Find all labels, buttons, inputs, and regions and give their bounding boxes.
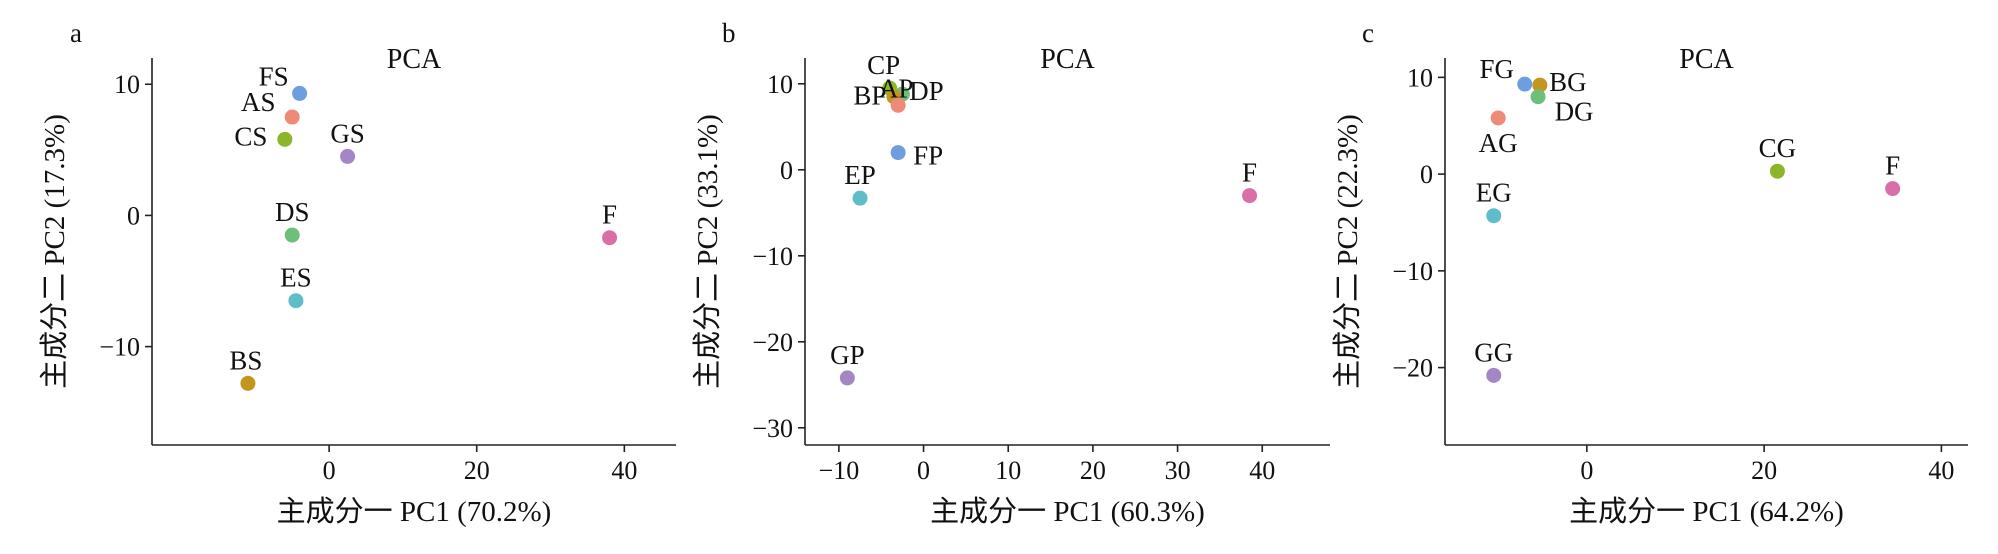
point-label-FS: FS [259,61,289,91]
data-point-EG [1486,208,1502,224]
point-label-F: F [1242,158,1257,188]
y-tick-label: 0 [1420,160,1433,189]
x-tick-label: 10 [995,456,1021,485]
x-tick-label: 20 [464,456,490,485]
x-tick-label: 0 [323,456,336,485]
chart-title: PCA [1040,44,1095,75]
point-label-ES: ES [280,263,312,293]
data-point-GS [340,148,356,164]
point-label-GG: GG [1474,337,1513,367]
point-label-CP: CP [867,50,900,80]
point-label-GS: GS [330,118,365,148]
y-tick-label: −20 [1392,354,1433,383]
x-tick-label: 40 [1928,456,1954,485]
point-label-CS: CS [234,121,267,151]
point-label-CG: CG [1759,133,1797,163]
y-tick-label: −10 [99,333,140,362]
x-tick-label: 40 [611,456,637,485]
pca-panel-c: c PCA 0 20 40 −20 −10 0 10 主成分一 PC1 (64.2%) 主成分二 P… [1331,18,1968,528]
point-label-GP: GP [830,340,865,370]
data-point-AG [1490,110,1506,126]
point-label-F: F [1885,151,1900,181]
data-point-F [1885,181,1901,197]
point-label-AG: AG [1479,128,1518,158]
y-axis-label: 主成分二 PC2 (17.3%) [38,114,71,389]
data-point-GG [1486,367,1502,383]
y-tick-label: 0 [780,156,793,185]
chart-title: PCA [387,44,442,75]
data-point-FG [1517,76,1533,92]
point-label-FP: FP [913,141,943,171]
data-point-CS [277,131,293,147]
data-point-GP [839,370,855,386]
data-point-CG [1769,163,1785,179]
y-tick-label: 10 [1407,63,1433,92]
data-point-DG [1530,89,1546,105]
data-point-F [1242,188,1258,204]
panel-letter: a [70,18,82,48]
point-label-BS: BS [229,345,262,375]
pca-panel-a: a PCA 0 20 40 −10 0 10 主成分一 PC1 (70.2%) 主成分二 PC2 … [38,18,676,528]
data-point-EP [852,190,868,206]
point-label-AS: AS [241,87,276,117]
y-tick-label: −20 [752,328,793,357]
point-label-EP: EP [844,160,876,190]
x-tick-label: 20 [1080,456,1106,485]
x-tick-label: 0 [1580,456,1593,485]
x-tick-label: 30 [1165,456,1191,485]
data-point-FS [292,85,308,101]
y-axis-label: 主成分二 PC2 (33.1%) [691,114,724,389]
y-tick-label: −10 [752,242,793,271]
data-point-FP [890,145,906,161]
point-label-F: F [602,200,617,230]
point-label-FG: FG [1480,54,1515,84]
x-tick-label: 0 [917,456,930,485]
panel-letter: b [722,18,736,48]
point-label-AP: AP [879,73,914,103]
point-label-BP: BP [853,81,886,111]
y-tick-label: 10 [767,70,793,99]
data-point-DS [284,227,300,243]
x-axis-label: 主成分一 PC1 (64.2%) [1569,495,1844,528]
point-label-EG: EG [1476,178,1512,208]
y-tick-label: 0 [127,201,140,230]
chart-title: PCA [1679,44,1734,75]
x-axis-label: 主成分一 PC1 (70.2%) [277,495,552,528]
x-axis-label: 主成分一 PC1 (60.3%) [930,495,1205,528]
y-tick-label: 10 [114,70,140,99]
y-tick-label: −30 [752,414,793,443]
panel-letter: c [1362,18,1374,48]
point-label-DS: DS [275,197,310,227]
y-tick-label: −10 [1392,257,1433,286]
data-point-BG [1532,77,1548,93]
x-tick-label: 20 [1751,456,1777,485]
x-tick-label: 40 [1249,456,1275,485]
point-label-DG: DG [1555,97,1594,127]
data-point-ES [288,293,304,309]
point-label-DP: DP [909,76,944,106]
data-point-F [602,230,618,246]
data-point-AP [890,97,906,113]
x-tick-label: −10 [819,456,860,485]
data-point-BS [240,375,256,391]
point-label-BG: BG [1549,67,1587,97]
pca-panel-b: b PCA −10 0 10 20 30 40 −30 −20 −10 0 10 主成分一 PC1 (60… [691,18,1330,528]
data-point-AS [284,109,300,125]
y-axis-label: 主成分二 PC2 (22.3%) [1331,114,1364,389]
